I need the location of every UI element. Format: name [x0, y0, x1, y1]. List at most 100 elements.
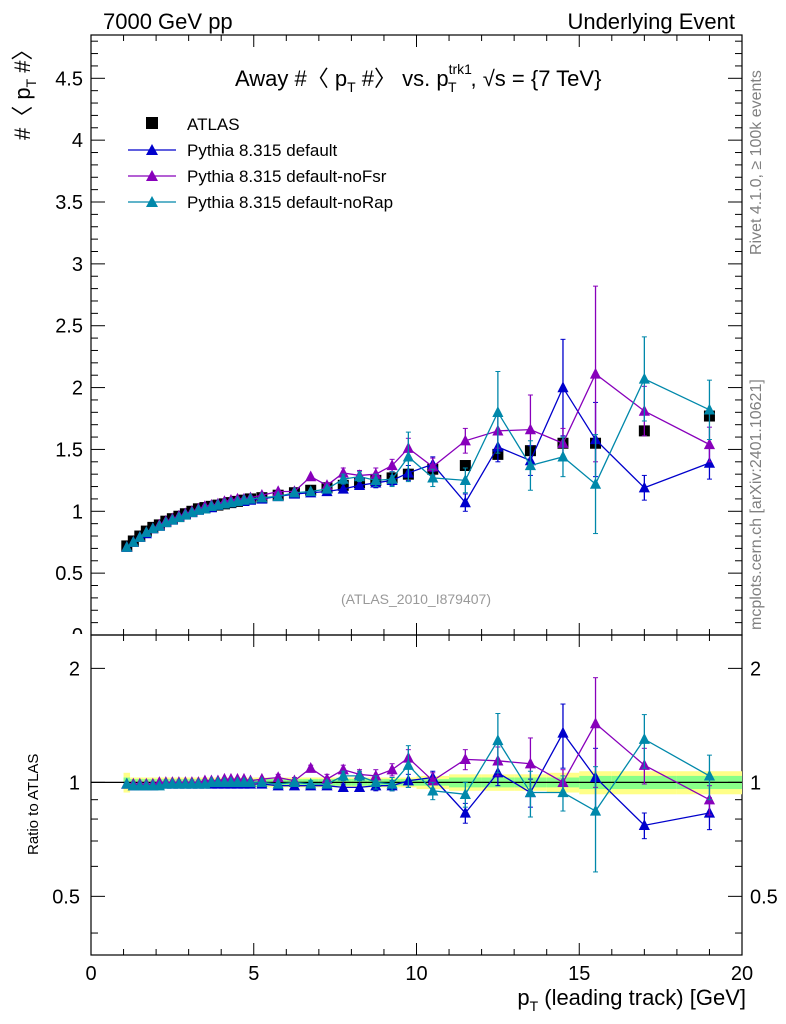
mc-data-point — [557, 450, 569, 462]
atlas-data-point — [459, 460, 471, 472]
mc-data-point — [402, 450, 414, 462]
mc-data-point — [427, 460, 439, 472]
mc-data-point — [370, 474, 382, 486]
ratio-data-point — [703, 769, 716, 781]
mc-series-line — [126, 378, 710, 548]
mc-data-point — [386, 472, 398, 484]
main-y-tick-label: 4.5 — [55, 68, 83, 90]
ratio-data-point — [370, 769, 382, 781]
mc-data-point — [153, 519, 165, 531]
mc-data-point — [140, 526, 152, 537]
x-tick-label: 15 — [568, 963, 590, 985]
ratio-ylabel: Ratio to ATLAS — [25, 754, 42, 855]
mc-data-point — [134, 531, 146, 542]
ratio-data-point — [459, 806, 471, 818]
mc-data-point — [305, 485, 317, 497]
ratio-data-point — [337, 769, 349, 781]
ratio-data-point — [272, 777, 284, 789]
ratio-data-point — [121, 777, 133, 789]
mc-data-point — [703, 438, 716, 450]
mc-data-point — [459, 474, 471, 486]
legend-marker-atlas — [146, 117, 158, 129]
ratio-data-point — [638, 733, 650, 744]
main-y-tick-label: 2.5 — [55, 316, 83, 338]
main-y-tick-label: 1.5 — [55, 439, 83, 461]
mc-data-point — [492, 406, 504, 417]
legend: ATLAS Pythia 8.315 default Pythia 8.315 … — [128, 115, 393, 212]
plot-title: Away #〈 pT #〉 vs. ptrk1 T, √s = {7 TeV} — [235, 61, 601, 95]
ratio-data-point — [305, 777, 317, 789]
ratio-data-point — [459, 753, 471, 765]
x-tick-label: 0 — [85, 963, 96, 985]
mc-data-point — [244, 492, 257, 504]
mc-data-point — [459, 434, 471, 446]
ratio-y-tick-label-right: 1 — [750, 772, 761, 794]
mc-data-point — [337, 472, 349, 484]
ratio-data-point — [337, 763, 349, 775]
main-y-tick-label: 3.5 — [55, 192, 83, 214]
mc-series-line — [126, 372, 710, 548]
mc-data-point — [272, 490, 284, 502]
mc-data-point — [589, 367, 602, 379]
ratio-y-tick-label-right: 2 — [750, 658, 761, 680]
header-left: 7000 GeV pp — [103, 9, 233, 34]
ratio-plot-frame — [90, 634, 743, 956]
ratio-data-point — [337, 781, 349, 793]
mc-data-point — [353, 470, 366, 482]
mc-data-point — [386, 459, 398, 471]
mc-data-point — [337, 466, 349, 478]
main-y-tick-label: 3 — [72, 254, 83, 276]
ratio-y-tick-label: 2 — [69, 658, 80, 680]
ratio-data-point — [256, 776, 268, 788]
ratio-data-point — [459, 788, 471, 799]
mc-data-point — [589, 477, 602, 489]
mc-series-line — [126, 386, 710, 548]
ratio-data-point — [321, 777, 333, 789]
ratio-data-point — [353, 781, 366, 793]
mc-data-point — [288, 486, 301, 498]
mcplots-label: mcplots.cern.ch [arXiv:2401.10621] — [748, 379, 765, 630]
ratio-data-point — [427, 784, 439, 796]
rivet-label: Rivet 4.1.0, ≥ 100k events — [748, 70, 765, 255]
ratio-data-point — [557, 726, 569, 738]
mc-data-point — [353, 479, 366, 490]
main-y-tick-label-zero: 0 — [72, 625, 83, 647]
ratio-data-point — [557, 786, 569, 798]
mc-data-point — [638, 481, 650, 493]
mc-data-point — [321, 482, 333, 494]
ratio-y-tick-label: 0.5 — [52, 886, 80, 908]
ratio-data-point — [427, 774, 439, 786]
ratio-data-point — [272, 771, 284, 783]
mc-data-point — [427, 471, 439, 483]
mc-data-point — [557, 381, 569, 393]
x-tick-label: 5 — [248, 963, 259, 985]
ratio-data-point — [353, 769, 366, 781]
mc-data-point — [121, 540, 133, 552]
ratio-data-point — [638, 819, 650, 830]
mc-data-point — [256, 491, 268, 503]
ratio-data-point — [386, 763, 398, 775]
ratio-data-point — [492, 734, 504, 746]
main-y-tick-label: 4 — [72, 130, 83, 152]
main-ylabel: #〈 pT #〉 — [10, 38, 39, 140]
mc-data-point — [703, 403, 716, 415]
ratio-series-layer — [121, 677, 716, 873]
x-tick-label: 20 — [731, 963, 753, 985]
axes-ticks: 0 5 10 15 20 0.5 1 1.5 2 2.5 3 3.5 4 4.5 0 0.5 0.5 1 1 2 2 — [52, 35, 778, 985]
ratio-y-tick-label-right: 0.5 — [750, 886, 778, 908]
legend-marker-nofsr — [146, 170, 158, 181]
ratio-data-point — [370, 776, 382, 788]
mc-data-point — [459, 496, 471, 508]
mc-data-point — [524, 423, 537, 435]
ratio-data-point — [402, 758, 414, 770]
legend-label-nofsr: Pythia 8.315 default-noFsr — [187, 167, 387, 186]
ratio-data-point — [305, 761, 317, 773]
ratio-y-tick-label: 1 — [69, 772, 80, 794]
ratio-data-point — [288, 776, 301, 788]
mc-data-point — [305, 470, 317, 482]
legend-marker-default — [146, 144, 158, 155]
mc-data-point — [524, 459, 537, 471]
ratio-data-point — [589, 717, 602, 729]
x-axis-label: pT (leading track) [GeV] — [517, 985, 746, 1014]
legend-marker-norap — [146, 196, 158, 207]
